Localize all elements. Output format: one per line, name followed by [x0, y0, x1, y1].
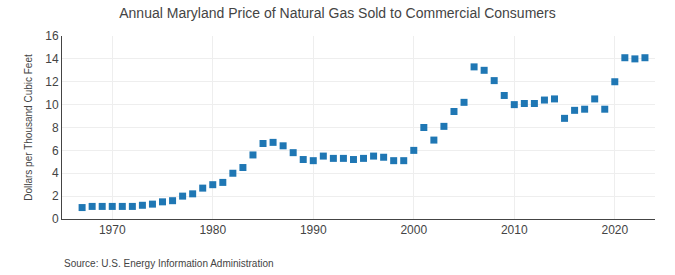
- svg-text:2020: 2020: [601, 223, 628, 237]
- svg-text:1990: 1990: [300, 223, 327, 237]
- svg-text:2010: 2010: [501, 223, 528, 237]
- svg-text:Annual Maryland Price of Natur: Annual Maryland Price of Natural Gas Sol…: [119, 5, 556, 21]
- svg-text:1970: 1970: [99, 223, 126, 237]
- svg-text:0: 0: [52, 212, 59, 226]
- svg-text:Source: U.S. Energy Informatio: Source: U.S. Energy Information Administ…: [64, 258, 274, 269]
- svg-text:Dollars per Thousand Cubic Fee: Dollars per Thousand Cubic Feet: [23, 54, 34, 201]
- svg-text:14: 14: [45, 52, 59, 66]
- svg-text:8: 8: [52, 121, 59, 135]
- svg-text:2: 2: [52, 189, 59, 203]
- svg-text:2000: 2000: [400, 223, 427, 237]
- svg-text:10: 10: [45, 98, 59, 112]
- svg-text:1980: 1980: [199, 223, 226, 237]
- svg-text:6: 6: [52, 144, 59, 158]
- svg-text:4: 4: [52, 166, 59, 180]
- svg-text:16: 16: [45, 29, 59, 43]
- svg-text:12: 12: [45, 75, 59, 89]
